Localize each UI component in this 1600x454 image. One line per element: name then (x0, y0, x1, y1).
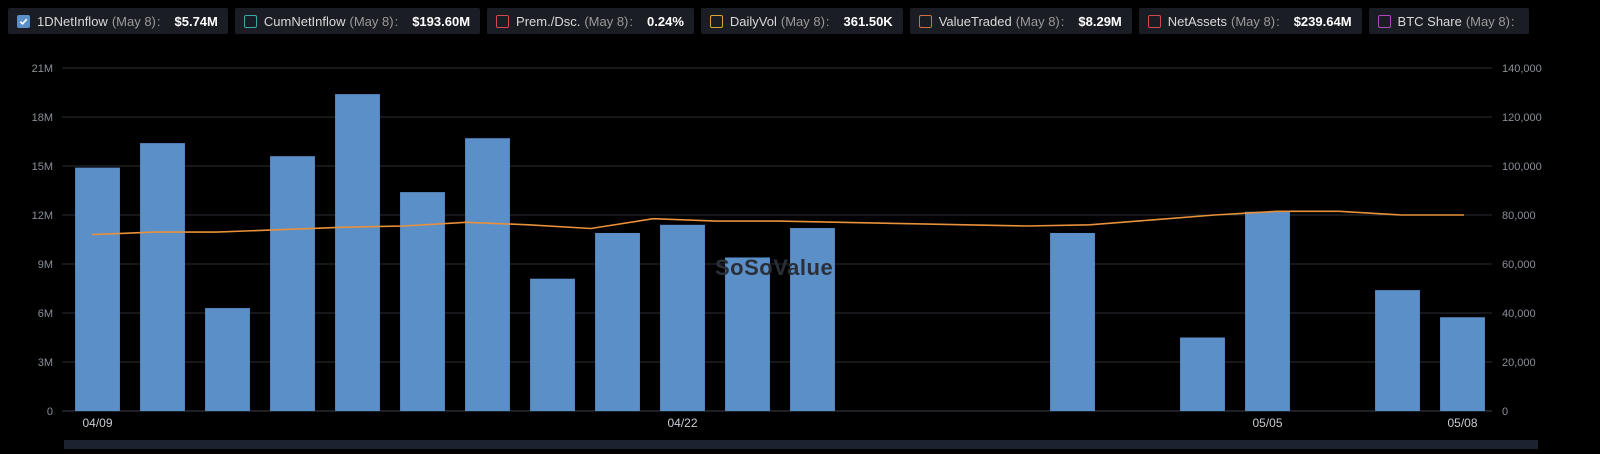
x-tick-label: 05/08 (1447, 416, 1477, 430)
bar (595, 232, 640, 411)
legend-checkbox[interactable] (243, 14, 257, 28)
bar (140, 143, 185, 411)
y-right-tick-label: 140,000 (1502, 63, 1542, 75)
legend-colon: : (825, 13, 830, 29)
legend-checkbox[interactable] (918, 14, 932, 28)
legend-bar: 1DNetInflow (May 8): $5.74M CumNetInflow (Ma… (8, 7, 1600, 35)
legend-colon: : (1510, 13, 1515, 29)
legend-item-btc-share[interactable]: BTC Share (May 8): (1368, 8, 1529, 34)
y-right-tick-label: 100,000 (1502, 161, 1542, 173)
x-tick-label: 05/05 (1252, 416, 1282, 430)
legend-name: ValueTraded (938, 13, 1012, 29)
legend-colon: : (394, 13, 399, 29)
y-right-tick-label: 80,000 (1502, 210, 1536, 222)
legend-value: 0.24% (647, 13, 684, 29)
legend-date: (May 8) (111, 13, 156, 29)
bar (205, 308, 250, 411)
legend-date: (May 8) (349, 13, 394, 29)
y-left-tick-label: 0 (47, 406, 53, 418)
x-tick-label: 04/22 (667, 416, 697, 430)
bar (1245, 211, 1290, 411)
y-right-tick-label: 60,000 (1502, 259, 1536, 271)
legend-item-prem-dsc[interactable]: Prem./Dsc. (May 8):0.24% (487, 8, 694, 34)
y-left-tick-label: 15M (32, 161, 53, 173)
bar (1180, 337, 1225, 411)
bar (270, 156, 315, 411)
y-left-tick-label: 3M (38, 357, 53, 369)
legend-date: (May 8) (1231, 13, 1276, 29)
legend-checkbox[interactable] (709, 14, 723, 28)
chart-svg: 0 3M 6M 9M 12M 15M 18M 21M 0 20,000 40,000 60,000 80… (32, 63, 1542, 430)
y-left-tick-label: 21M (32, 63, 53, 75)
legend-item-valuetraded[interactable]: ValueTraded (May 8): $8.29M (909, 8, 1132, 34)
bar (75, 167, 120, 411)
bar (725, 257, 770, 411)
legend-checkbox[interactable] (1377, 14, 1391, 28)
legend-date: (May 8) (584, 13, 629, 29)
legend-value: $239.64M (1293, 13, 1352, 29)
legend-name: CumNetInflow (263, 13, 346, 29)
legend-date: (May 8) (780, 13, 825, 29)
y-left-tick-label: 12M (32, 210, 53, 222)
bar (1375, 290, 1420, 411)
legend-checkbox[interactable] (17, 14, 30, 28)
legend-colon: : (629, 13, 634, 29)
y-left-tick-label: 9M (38, 259, 53, 271)
watermark: SoSoValue (715, 255, 834, 280)
bar (790, 228, 835, 411)
legend-colon: : (1276, 13, 1280, 29)
y-left-tick-label: 6M (38, 308, 53, 320)
bar (530, 278, 575, 411)
legend-value: $5.74M (174, 13, 218, 29)
bar (335, 94, 380, 411)
x-tick-label: 04/09 (82, 416, 112, 430)
legend-name: 1DNetInflow (37, 13, 108, 29)
bar (465, 138, 510, 411)
line-series (91, 210, 1464, 236)
legend-date: (May 8) (1465, 13, 1510, 29)
y-left-tick-label: 18M (32, 112, 53, 124)
y-right-tick-label: 0 (1502, 406, 1508, 418)
bar (400, 192, 445, 411)
legend-checkbox[interactable] (1147, 14, 1161, 28)
y-right-tick-label: 120,000 (1502, 112, 1542, 124)
legend-item-netassets[interactable]: NetAssets (May 8): $239.64M (1138, 8, 1362, 34)
legend-value: $8.29M (1078, 13, 1122, 29)
legend-value: 361.50K (843, 13, 893, 29)
chart-scrollbar[interactable] (64, 440, 1538, 449)
legend-date: (May 8) (1015, 13, 1060, 29)
legend-colon: : (1060, 13, 1065, 29)
legend-item-1dnetinflow[interactable]: 1DNetInflow (May 8): $5.74M (8, 8, 228, 34)
bar (1440, 317, 1485, 411)
legend-item-cumnetinflow[interactable]: CumNetInflow (May 8): $193.60M (234, 8, 481, 34)
chart-area: 0 3M 6M 9M 12M 15M 18M 21M 0 20,000 40,000 60,000 80… (0, 44, 1600, 449)
bar (1050, 232, 1095, 411)
legend-name: NetAssets (1167, 13, 1228, 29)
legend-name: BTC Share (1397, 13, 1462, 29)
y-right-tick-label: 20,000 (1502, 357, 1536, 369)
legend-colon: : (156, 13, 161, 29)
legend-item-dailyvol[interactable]: DailyVol (May 8):361.50K (700, 8, 903, 34)
legend-name: Prem./Dsc. (516, 13, 581, 29)
legend-checkbox[interactable] (496, 14, 510, 28)
bar (660, 224, 705, 411)
legend-value: $193.60M (412, 13, 471, 29)
legend-name: DailyVol (729, 13, 777, 29)
y-right-tick-label: 40,000 (1502, 308, 1536, 320)
